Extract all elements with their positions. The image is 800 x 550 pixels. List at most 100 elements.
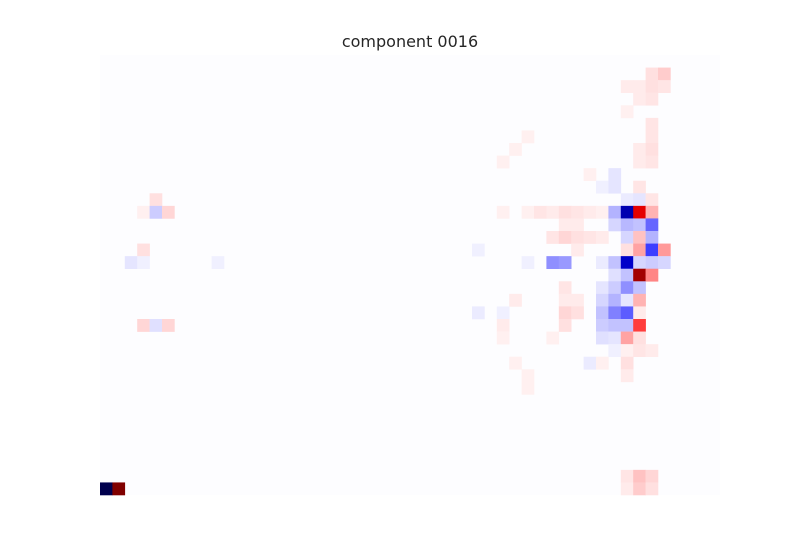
heatmap-cell xyxy=(558,218,572,232)
heatmap-cell xyxy=(620,256,634,270)
heatmap-cell xyxy=(633,231,646,244)
heatmap-cell xyxy=(558,293,572,307)
heatmap-cell xyxy=(521,130,535,144)
heatmap-cell xyxy=(645,469,659,483)
heatmap-cell xyxy=(620,369,634,383)
heatmap-cell xyxy=(596,205,609,219)
heatmap-cell xyxy=(521,256,535,270)
heatmap-cell xyxy=(620,243,634,257)
heatmap-cell xyxy=(583,231,597,244)
heatmap-cell xyxy=(521,369,535,383)
heatmap-cell xyxy=(645,231,659,244)
heatmap-cell xyxy=(472,306,485,320)
heatmap-cell xyxy=(608,180,622,194)
heatmap-cell xyxy=(137,205,150,219)
heatmap-cell xyxy=(162,205,175,219)
heatmap-cell xyxy=(596,256,609,270)
heatmap-cell xyxy=(112,482,126,496)
heatmap-cell xyxy=(596,231,609,244)
heatmap-cell xyxy=(633,180,646,194)
heatmap-cell xyxy=(620,469,634,483)
heatmap-cell xyxy=(633,80,646,94)
heatmap-cell xyxy=(645,155,659,169)
heatmap-cell xyxy=(571,293,584,307)
heatmap-cell xyxy=(571,231,584,244)
heatmap-cell xyxy=(645,92,659,106)
heatmap-cell xyxy=(496,319,510,332)
heatmap-cell xyxy=(620,80,634,94)
heatmap-cell xyxy=(571,243,584,257)
heatmap-cell xyxy=(558,319,572,332)
heatmap-cell xyxy=(645,205,659,219)
heatmap-cell xyxy=(558,256,572,270)
heatmap-cell xyxy=(596,319,609,332)
heatmap-cell xyxy=(496,306,510,320)
heatmap-cell xyxy=(596,356,609,370)
heatmap-cell xyxy=(137,319,150,332)
heatmap-cell xyxy=(633,243,646,257)
heatmap-cell xyxy=(645,143,659,156)
heatmap-cell xyxy=(645,268,659,282)
heatmap-cell xyxy=(633,205,646,219)
heatmap-cell xyxy=(633,319,646,332)
heatmap-cell xyxy=(633,193,646,207)
heatmap-cell xyxy=(645,130,659,144)
heatmap-cell xyxy=(620,193,634,207)
heatmap-cell xyxy=(583,168,597,182)
heatmap-cell xyxy=(509,143,522,156)
heatmap-cell xyxy=(558,281,572,295)
heatmap-cell xyxy=(620,105,634,119)
heatmap-cell xyxy=(633,293,646,307)
heatmap-cell xyxy=(558,306,572,320)
heatmap-cell xyxy=(509,356,522,370)
heatmap-cell xyxy=(633,155,646,169)
heatmap-cell xyxy=(620,344,634,358)
heatmap-cell xyxy=(546,205,560,219)
heatmap-cell xyxy=(633,256,646,270)
heatmap-cell xyxy=(645,67,659,81)
heatmap-cell xyxy=(149,205,163,219)
heatmap-cell xyxy=(645,218,659,232)
heatmap-cell xyxy=(608,205,622,219)
heatmap-cell xyxy=(608,268,622,282)
heatmap-cell xyxy=(472,243,485,257)
heatmap-cell xyxy=(645,80,659,94)
heatmap-cell xyxy=(571,218,584,232)
heatmap-cell xyxy=(633,143,646,156)
heatmap-cell xyxy=(558,205,572,219)
heatmap-cell xyxy=(608,256,622,270)
heatmap-cell xyxy=(608,281,622,295)
heatmap-cell xyxy=(620,331,634,345)
heatmap-cell xyxy=(583,205,597,219)
heatmap-cell xyxy=(521,381,535,395)
heatmap-cell xyxy=(546,331,560,345)
heatmap-cells xyxy=(100,67,671,496)
heatmap-cell xyxy=(620,319,634,332)
heatmap-cell xyxy=(645,193,659,207)
heatmap-cell xyxy=(645,482,659,496)
heatmap-cell xyxy=(571,205,584,219)
heatmap-cell xyxy=(534,205,547,219)
heatmap-cell xyxy=(620,293,634,307)
heatmap-cell xyxy=(583,356,597,370)
heatmap-cell xyxy=(124,256,138,270)
heatmap-cell xyxy=(633,306,646,320)
heatmap-cell xyxy=(211,256,225,270)
heatmap-cell xyxy=(633,92,646,106)
heatmap-cell xyxy=(633,344,646,358)
heatmap-cell xyxy=(645,344,659,358)
heatmap-cell xyxy=(496,155,510,169)
heatmap-cell xyxy=(149,319,163,332)
heatmap-cell xyxy=(633,268,646,282)
chart-title: component 0016 xyxy=(341,32,479,51)
heatmap-cell xyxy=(596,293,609,307)
heatmap-cell xyxy=(596,306,609,320)
heatmap-cell xyxy=(546,231,560,244)
heatmap-cell xyxy=(596,331,609,345)
heatmap-cell xyxy=(608,344,622,358)
heatmap-cell xyxy=(608,306,622,320)
heatmap-cell xyxy=(645,256,659,270)
heatmap-cell xyxy=(509,293,522,307)
heatmap-cell xyxy=(608,168,622,182)
